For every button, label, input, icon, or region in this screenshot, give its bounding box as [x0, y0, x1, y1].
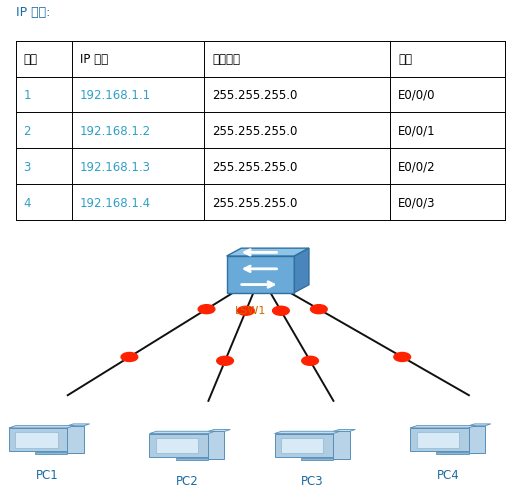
- Polygon shape: [67, 424, 90, 426]
- Text: 192.168.1.1: 192.168.1.1: [80, 89, 151, 102]
- FancyBboxPatch shape: [150, 434, 208, 457]
- FancyBboxPatch shape: [35, 452, 67, 454]
- FancyBboxPatch shape: [227, 257, 294, 293]
- Text: PC2: PC2: [176, 474, 199, 487]
- Polygon shape: [227, 249, 309, 257]
- Polygon shape: [275, 431, 340, 434]
- FancyBboxPatch shape: [275, 434, 333, 457]
- FancyBboxPatch shape: [301, 458, 333, 460]
- Text: 192.168.1.4: 192.168.1.4: [80, 197, 151, 209]
- FancyBboxPatch shape: [9, 428, 67, 451]
- Circle shape: [238, 306, 254, 316]
- Text: 端口: 端口: [398, 53, 412, 66]
- Text: 255.255.255.0: 255.255.255.0: [212, 161, 297, 174]
- Text: 子网掩码: 子网掩码: [212, 53, 240, 66]
- Circle shape: [311, 305, 327, 314]
- Text: 192.168.1.2: 192.168.1.2: [80, 125, 151, 138]
- Circle shape: [394, 353, 411, 362]
- FancyBboxPatch shape: [15, 432, 57, 448]
- Text: 4: 4: [23, 197, 31, 209]
- FancyBboxPatch shape: [468, 426, 485, 453]
- Text: E0/0/2: E0/0/2: [398, 161, 436, 174]
- Polygon shape: [208, 429, 230, 431]
- Polygon shape: [468, 424, 491, 426]
- FancyBboxPatch shape: [410, 428, 468, 451]
- Text: 主机: 主机: [23, 53, 38, 66]
- FancyBboxPatch shape: [416, 432, 458, 448]
- FancyBboxPatch shape: [156, 438, 198, 453]
- Polygon shape: [294, 249, 309, 293]
- FancyBboxPatch shape: [67, 426, 84, 453]
- Circle shape: [198, 305, 215, 314]
- Text: PC1: PC1: [35, 468, 58, 481]
- Text: E0/0/3: E0/0/3: [398, 197, 436, 209]
- Text: E0/0/0: E0/0/0: [398, 89, 436, 102]
- Text: LSW1: LSW1: [234, 305, 266, 316]
- Text: PC3: PC3: [301, 474, 324, 487]
- Text: 255.255.255.0: 255.255.255.0: [212, 89, 297, 102]
- FancyBboxPatch shape: [281, 438, 323, 453]
- FancyBboxPatch shape: [333, 431, 350, 459]
- Text: 2: 2: [23, 125, 31, 138]
- Polygon shape: [410, 426, 476, 428]
- Text: 255.255.255.0: 255.255.255.0: [212, 197, 297, 209]
- Circle shape: [272, 306, 289, 316]
- Text: 255.255.255.0: 255.255.255.0: [212, 125, 297, 138]
- Text: 3: 3: [23, 161, 31, 174]
- FancyBboxPatch shape: [208, 431, 225, 459]
- Text: 192.168.1.3: 192.168.1.3: [80, 161, 151, 174]
- Text: IP 地址: IP 地址: [80, 53, 108, 66]
- Text: IP 地址:: IP 地址:: [16, 6, 50, 19]
- Circle shape: [121, 353, 138, 362]
- Circle shape: [302, 357, 318, 366]
- Text: E0/0/1: E0/0/1: [398, 125, 436, 138]
- Text: PC4: PC4: [437, 468, 460, 481]
- Circle shape: [217, 357, 233, 366]
- FancyBboxPatch shape: [176, 458, 208, 460]
- Polygon shape: [150, 431, 215, 434]
- Polygon shape: [333, 429, 355, 431]
- Polygon shape: [9, 426, 75, 428]
- Text: 1: 1: [23, 89, 31, 102]
- FancyBboxPatch shape: [437, 452, 468, 454]
